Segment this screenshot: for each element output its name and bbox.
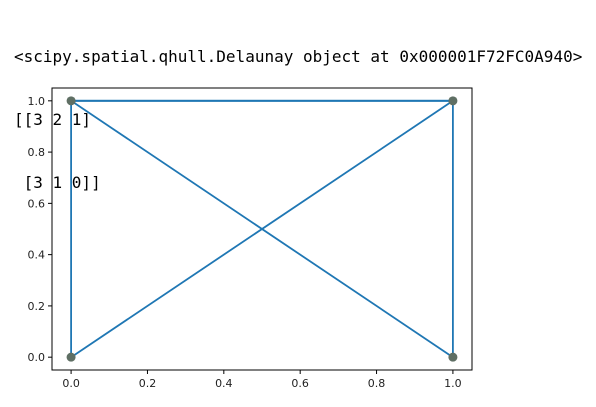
output-line-1: <scipy.spatial.qhull.Delaunay object at … [14,47,583,66]
triangle-2 [70,99,454,359]
y-tick-label: 0.0 [28,351,46,364]
y-tick-label: 0.2 [28,300,46,313]
console-output: <scipy.spatial.qhull.Delaunay object at … [14,4,582,214]
y-tick-label: 0.4 [28,249,46,262]
y-tick-label: 0.8 [28,146,46,159]
axes-frame [51,87,473,371]
y-tick-label: 0.6 [28,197,46,210]
output-line-3: [3 1 0]] [14,173,101,192]
y-axis-ticks: 0.0 0.2 0.4 0.6 0.8 1.0 [28,95,52,364]
point-1 [66,96,76,106]
y-tick-label: 1.0 [28,95,46,108]
x-tick-label: 0.8 [368,377,386,390]
triangle-edges [70,99,454,359]
data-points [66,96,458,362]
x-tick-label: 0.6 [291,377,309,390]
point-2 [448,352,458,362]
x-tick-label: 0.2 [139,377,157,390]
point-3 [448,96,458,106]
x-tick-label: 1.0 [444,377,462,390]
point-0 [66,352,76,362]
output-line-2: [[3 2 1] [14,110,92,129]
x-tick-label: 0.4 [215,377,233,390]
x-tick-label: 0.0 [62,377,80,390]
x-axis-ticks: 0.0 0.2 0.4 0.6 0.8 1.0 [62,370,462,390]
